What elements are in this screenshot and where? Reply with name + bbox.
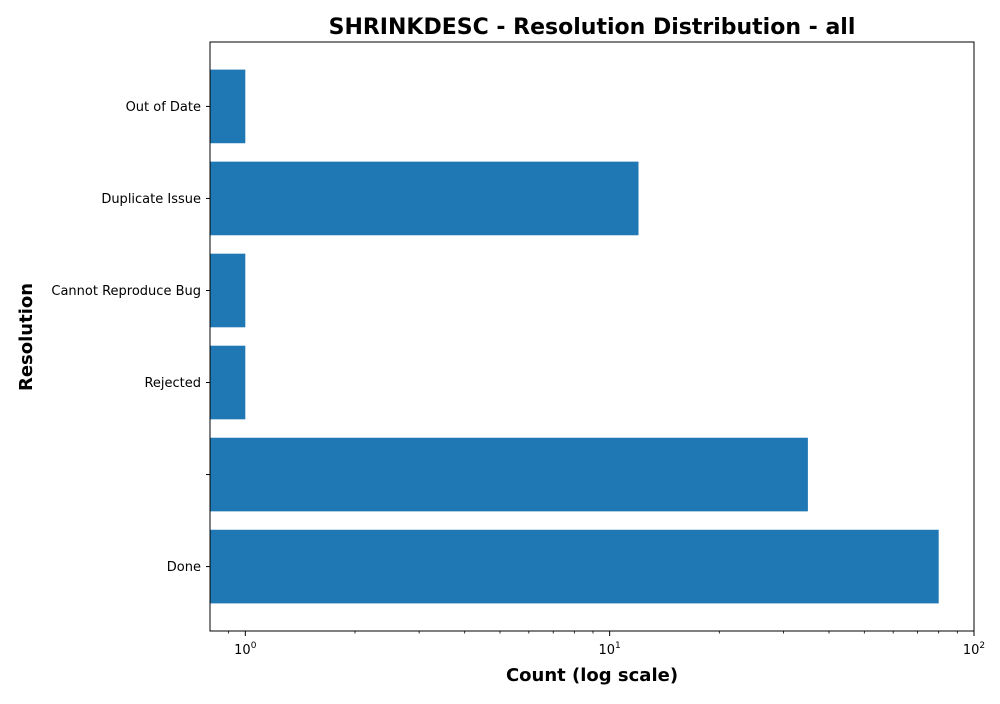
y-tick-label: Done [167,560,201,575]
bars-layer [210,69,939,604]
bar-rejected [210,345,246,420]
x-tick-label: 101 [599,641,621,658]
x-axis-title: Count (log scale) [506,665,678,686]
bar-cannot-reproduce-bug [210,253,246,328]
y-tick-label: Out of Date [126,100,201,115]
bar-duplicate-issue [210,161,639,236]
plot-area-frame [209,41,975,632]
chart-title: SHRINKDESC - Resolution Distribution - a… [329,15,856,40]
bar-out-of-date [210,69,246,144]
y-tick-label: Rejected [144,376,201,391]
x-tick-label: 102 [963,641,985,658]
y-ticks-layer: Done Rejected Cannot Reproduce Bug Duplicat… [51,100,210,575]
bar-done [210,529,939,604]
y-axis-title: Resolution [16,283,37,391]
y-tick-label: Duplicate Issue [101,192,201,207]
bar-unlabeled [210,437,808,512]
x-ticks-layer: 100 101 102 [228,631,985,658]
x-tick-label: 100 [234,641,257,658]
y-tick-label: Cannot Reproduce Bug [51,284,201,299]
